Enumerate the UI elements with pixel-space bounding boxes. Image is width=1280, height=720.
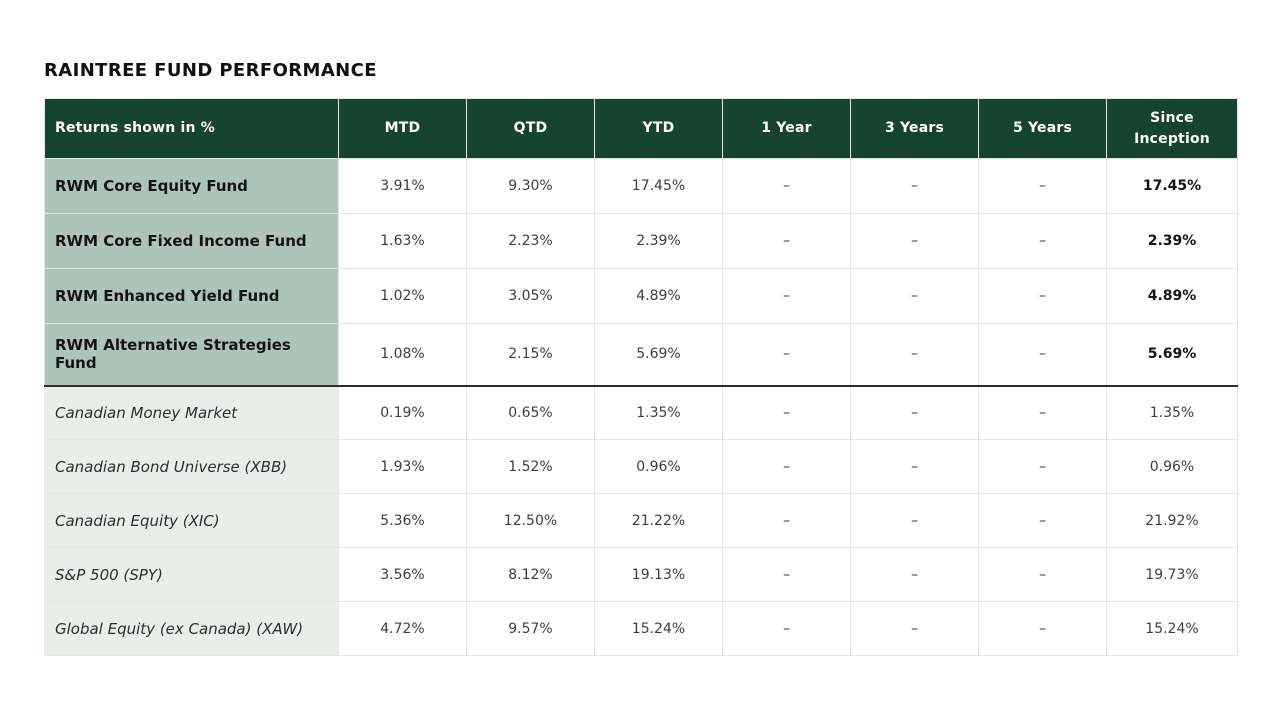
column-header-1-year: 1 Year xyxy=(722,98,851,159)
1-year-value: – xyxy=(722,385,851,440)
benchmark-name: Canadian Bond Universe (XBB) xyxy=(44,439,339,494)
header-row: Returns shown in % MTD QTD YTD 1 Year 3 … xyxy=(44,98,1238,159)
performance-table: Returns shown in % MTD QTD YTD 1 Year 3 … xyxy=(44,98,1238,656)
benchmark-name: S&P 500 (SPY) xyxy=(44,547,339,602)
1-year-value: – xyxy=(722,601,851,656)
mtd-value: 1.63% xyxy=(338,213,467,269)
5-years-value: – xyxy=(978,385,1107,440)
mtd-value: 5.36% xyxy=(338,493,467,548)
column-header-3-years: 3 Years xyxy=(850,98,979,159)
ytd-value: 5.69% xyxy=(594,323,723,387)
table-row-fund: RWM Enhanced Yield Fund 1.02% 3.05% 4.89… xyxy=(44,268,1238,324)
3-years-value: – xyxy=(850,439,979,494)
benchmark-name: Canadian Money Market xyxy=(44,385,339,440)
page-title: RAINTREE FUND PERFORMANCE xyxy=(44,60,377,81)
since-inception-value: 4.89% xyxy=(1106,268,1238,324)
qtd-value: 12.50% xyxy=(466,493,595,548)
qtd-value: 0.65% xyxy=(466,385,595,440)
mtd-value: 1.08% xyxy=(338,323,467,387)
ytd-value: 15.24% xyxy=(594,601,723,656)
mtd-value: 1.93% xyxy=(338,439,467,494)
table-row-fund: RWM Alternative Strategies Fund 1.08% 2.… xyxy=(44,323,1238,387)
since-inception-value: 0.96% xyxy=(1106,439,1238,494)
table-row-fund: RWM Core Fixed Income Fund 1.63% 2.23% 2… xyxy=(44,213,1238,269)
column-header-since-inception: Since Inception xyxy=(1106,98,1238,159)
5-years-value: – xyxy=(978,268,1107,324)
benchmark-name: Canadian Equity (XIC) xyxy=(44,493,339,548)
3-years-value: – xyxy=(850,158,979,214)
ytd-value: 21.22% xyxy=(594,493,723,548)
column-header-mtd: MTD xyxy=(338,98,467,159)
report-content: RAINTREE FUND PERFORMANCE Returns shown … xyxy=(44,60,1238,656)
ytd-value: 2.39% xyxy=(594,213,723,269)
mtd-value: 3.56% xyxy=(338,547,467,602)
table-row-fund: RWM Core Equity Fund 3.91% 9.30% 17.45% … xyxy=(44,158,1238,214)
table-row-benchmark: Canadian Equity (XIC) 5.36% 12.50% 21.22… xyxy=(44,493,1238,548)
mtd-value: 3.91% xyxy=(338,158,467,214)
ytd-value: 17.45% xyxy=(594,158,723,214)
fund-name: RWM Alternative Strategies Fund xyxy=(44,323,339,387)
5-years-value: – xyxy=(978,158,1107,214)
qtd-value: 1.52% xyxy=(466,439,595,494)
table-row-benchmark: S&P 500 (SPY) 3.56% 8.12% 19.13% – – – 1… xyxy=(44,547,1238,602)
5-years-value: – xyxy=(978,493,1107,548)
column-header-qtd: QTD xyxy=(466,98,595,159)
header-returns-label: Returns shown in % xyxy=(44,98,339,159)
qtd-value: 8.12% xyxy=(466,547,595,602)
fund-name: RWM Enhanced Yield Fund xyxy=(44,268,339,324)
1-year-value: – xyxy=(722,493,851,548)
fund-name: RWM Core Equity Fund xyxy=(44,158,339,214)
3-years-value: – xyxy=(850,493,979,548)
5-years-value: – xyxy=(978,439,1107,494)
5-years-value: – xyxy=(978,601,1107,656)
ytd-value: 4.89% xyxy=(594,268,723,324)
benchmark-name: Global Equity (ex Canada) (XAW) xyxy=(44,601,339,656)
1-year-value: – xyxy=(722,158,851,214)
1-year-value: – xyxy=(722,323,851,387)
table-row-benchmark: Canadian Money Market 0.19% 0.65% 1.35% … xyxy=(44,385,1238,440)
5-years-value: – xyxy=(978,323,1107,387)
table-row-benchmark: Canadian Bond Universe (XBB) 1.93% 1.52%… xyxy=(44,439,1238,494)
1-year-value: – xyxy=(722,213,851,269)
3-years-value: – xyxy=(850,601,979,656)
column-header-ytd: YTD xyxy=(594,98,723,159)
since-inception-value: 19.73% xyxy=(1106,547,1238,602)
since-inception-value: 21.92% xyxy=(1106,493,1238,548)
since-inception-value: 2.39% xyxy=(1106,213,1238,269)
since-inception-value: 15.24% xyxy=(1106,601,1238,656)
3-years-value: – xyxy=(850,385,979,440)
qtd-value: 2.15% xyxy=(466,323,595,387)
1-year-value: – xyxy=(722,439,851,494)
5-years-value: – xyxy=(978,213,1107,269)
column-header-5-years: 5 Years xyxy=(978,98,1107,159)
since-inception-value: 1.35% xyxy=(1106,385,1238,440)
ytd-value: 19.13% xyxy=(594,547,723,602)
ytd-value: 0.96% xyxy=(594,439,723,494)
since-inception-value: 17.45% xyxy=(1106,158,1238,214)
ytd-value: 1.35% xyxy=(594,385,723,440)
qtd-value: 9.57% xyxy=(466,601,595,656)
fund-name: RWM Core Fixed Income Fund xyxy=(44,213,339,269)
3-years-value: – xyxy=(850,213,979,269)
qtd-value: 2.23% xyxy=(466,213,595,269)
qtd-value: 9.30% xyxy=(466,158,595,214)
1-year-value: – xyxy=(722,547,851,602)
mtd-value: 4.72% xyxy=(338,601,467,656)
3-years-value: – xyxy=(850,268,979,324)
mtd-value: 1.02% xyxy=(338,268,467,324)
table-row-benchmark: Global Equity (ex Canada) (XAW) 4.72% 9.… xyxy=(44,601,1238,656)
qtd-value: 3.05% xyxy=(466,268,595,324)
1-year-value: – xyxy=(722,268,851,324)
5-years-value: – xyxy=(978,547,1107,602)
3-years-value: – xyxy=(850,323,979,387)
since-inception-value: 5.69% xyxy=(1106,323,1238,387)
mtd-value: 0.19% xyxy=(338,385,467,440)
3-years-value: – xyxy=(850,547,979,602)
